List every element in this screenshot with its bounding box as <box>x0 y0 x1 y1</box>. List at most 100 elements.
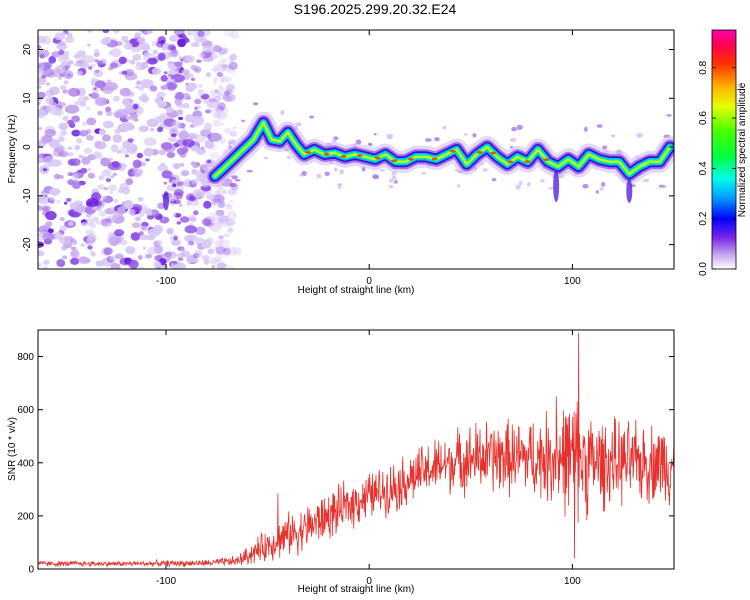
noise-blob <box>143 137 157 146</box>
noise-blob <box>223 232 230 238</box>
ridge-hotspot <box>543 158 550 162</box>
noise-blob <box>206 127 211 132</box>
noise-blob <box>42 232 54 242</box>
noise-blob <box>60 31 67 36</box>
noise-blob <box>172 183 177 188</box>
noise-blob <box>66 73 72 77</box>
noise-blob <box>82 121 88 126</box>
speckle-blob <box>379 169 386 172</box>
noise-blob <box>157 164 169 172</box>
noise-blob <box>214 240 224 246</box>
noise-blob <box>195 226 206 236</box>
speckle-blob <box>596 124 603 128</box>
noise-blob <box>145 158 150 162</box>
noise-blob <box>86 197 99 207</box>
speckle-blob <box>386 133 394 138</box>
noise-blob <box>131 222 141 229</box>
noise-blob <box>93 87 97 91</box>
noise-blob <box>177 116 184 121</box>
noise-blob <box>157 52 166 61</box>
noise-blob <box>66 119 75 125</box>
noise-blob <box>80 243 85 247</box>
spectrogram-y-label: Frequency (Hz) <box>7 115 18 184</box>
snr-x-label: Height of straight line (km) <box>298 584 415 595</box>
speckle-blob <box>372 174 379 180</box>
noise-blob <box>137 196 144 202</box>
noise-blob <box>42 155 55 165</box>
noise-blob <box>202 45 213 53</box>
noise-blob <box>222 221 233 228</box>
noise-blob <box>80 167 88 174</box>
noise-blob <box>191 42 200 48</box>
noise-blob <box>143 51 151 58</box>
noise-blob <box>112 134 122 143</box>
noise-blob <box>123 42 133 50</box>
noise-blob <box>153 224 164 234</box>
noise-blob <box>173 235 178 241</box>
noise-blob <box>208 88 222 98</box>
noise-blob <box>232 250 238 254</box>
noise-blob <box>216 72 223 78</box>
noise-blob <box>226 56 231 60</box>
noise-blob <box>52 68 62 78</box>
noise-blob <box>171 202 175 206</box>
snr-ytick-label: 400 <box>17 458 34 469</box>
noise-blob <box>38 85 42 89</box>
noise-blob <box>44 128 56 138</box>
noise-blob <box>154 96 163 105</box>
noise-blob <box>70 158 81 167</box>
noise-blob <box>102 86 114 94</box>
noise-blob <box>206 105 220 114</box>
noise-blob <box>216 112 224 119</box>
noise-blob <box>67 87 81 97</box>
spectrogram-xtick-label: -100 <box>156 276 176 287</box>
noise-blob <box>44 62 52 70</box>
noise-blob <box>122 163 128 168</box>
noise-blob <box>64 36 75 43</box>
noise-blob <box>155 239 163 247</box>
noise-blob <box>225 85 237 94</box>
speckle-blob <box>286 155 291 160</box>
noise-blob <box>165 251 177 259</box>
noise-blob <box>38 262 43 268</box>
noise-blob <box>222 93 236 102</box>
noise-blob <box>129 59 136 65</box>
noise-blob <box>223 247 232 256</box>
spectrogram-frame <box>37 29 675 270</box>
speckle-blob <box>602 145 608 150</box>
noise-blob <box>172 120 182 129</box>
noise-blob <box>217 102 226 111</box>
noise-blob <box>87 245 93 250</box>
noise-blob <box>58 134 63 138</box>
noise-blob <box>60 124 68 130</box>
noise-blob <box>63 80 69 85</box>
noise-blob <box>116 150 121 154</box>
speckle-blob <box>482 168 488 172</box>
noise-blob <box>218 47 229 55</box>
noise-blob <box>38 157 43 164</box>
noise-blob <box>101 169 111 177</box>
noise-blob <box>119 121 134 131</box>
noise-blob <box>143 45 151 51</box>
noise-blob <box>95 97 109 106</box>
noise-blob <box>102 30 110 34</box>
noise-blob <box>92 216 99 223</box>
noise-blob <box>227 188 237 196</box>
noise-blob <box>224 90 230 96</box>
noise-blob <box>218 215 229 223</box>
colorbar-tick-label: 0.0 <box>698 262 709 276</box>
speckle-blob <box>636 132 643 138</box>
speckle-blob <box>601 182 606 187</box>
noise-blob <box>165 106 174 113</box>
noise-blob <box>221 64 228 69</box>
speckle-blob <box>434 137 440 142</box>
noise-blob <box>95 206 102 211</box>
speckle-blob <box>394 180 398 184</box>
noise-blob <box>222 64 232 72</box>
noise-blob <box>65 197 72 202</box>
noise-blob <box>121 70 128 75</box>
noise-blob <box>65 64 70 69</box>
noise-blob <box>90 92 99 99</box>
noise-blob <box>200 146 205 150</box>
noise-blob <box>139 30 145 33</box>
